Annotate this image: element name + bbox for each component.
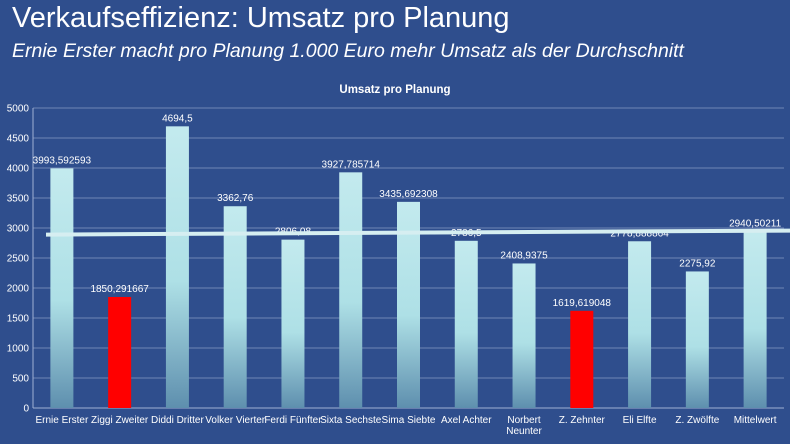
data-label: 2940,50211 — [729, 219, 782, 230]
y-tick-label: 4500 — [7, 134, 30, 145]
x-tick-label: Ziggi Zweiter — [91, 415, 149, 426]
x-tick-label: Z. Zehnter — [559, 415, 606, 426]
x-tick-label: Diddi Dritter — [151, 415, 204, 426]
y-tick-label: 2000 — [7, 284, 30, 295]
data-label: 3927,785714 — [322, 159, 381, 170]
x-tick-label: Ernie Erster — [35, 415, 88, 426]
bar — [397, 201, 420, 408]
data-label: 3993,592593 — [33, 155, 92, 166]
data-label: 1850,291667 — [90, 284, 149, 295]
y-tick-label: 1500 — [7, 314, 30, 325]
data-label: 3362,76 — [217, 193, 254, 204]
bar — [50, 168, 74, 408]
y-tick-label: 3000 — [7, 224, 30, 235]
x-tick-label: Sima Siebte — [382, 415, 436, 426]
data-label: 2778,888864 — [610, 228, 669, 239]
y-tick-label: 1000 — [7, 344, 30, 355]
chart-title: Umsatz pro Planung — [339, 84, 451, 96]
bar — [108, 296, 132, 408]
bar — [281, 239, 305, 408]
y-tick-label: 3500 — [7, 194, 30, 205]
bar — [223, 206, 247, 408]
y-tick-label: 5000 — [7, 104, 30, 115]
x-tick-label: Sixta Sechste — [320, 415, 382, 426]
bar — [165, 126, 189, 408]
x-tick-label: Axel Achter — [441, 415, 492, 426]
bar — [743, 231, 767, 408]
x-tick-label: Z. Zwölfte — [675, 415, 719, 426]
bar — [454, 240, 478, 408]
data-label: 4694,5 — [162, 113, 193, 124]
y-tick-label: 0 — [23, 404, 29, 415]
bar — [628, 241, 652, 408]
average-line — [45, 228, 790, 237]
bar — [339, 172, 363, 408]
y-tick-label: 500 — [12, 374, 29, 385]
x-tick-label: Norbert Neunter — [506, 415, 542, 437]
bar — [685, 271, 709, 408]
data-label: 2408,9375 — [500, 250, 548, 261]
slide-subtitle: Ernie Erster macht pro Planung 1.000 Eur… — [12, 40, 684, 62]
data-label: 3435,692308 — [379, 189, 438, 200]
y-tick-label: 4000 — [7, 164, 30, 175]
x-tick-label: Ferdi Fünfter — [264, 415, 322, 426]
slide-title: Verkaufseffizienz: Umsatz pro Planung — [12, 2, 510, 34]
x-tick-label: Volker Vierter — [205, 415, 266, 426]
bar — [512, 263, 536, 408]
data-label: 2275,92 — [679, 258, 716, 269]
y-tick-label: 2500 — [7, 254, 30, 265]
data-label: 1619,619048 — [553, 298, 612, 309]
bar — [570, 310, 594, 408]
x-tick-label: Eli Elfte — [623, 415, 657, 426]
x-tick-label: Mittelwert — [734, 415, 777, 426]
